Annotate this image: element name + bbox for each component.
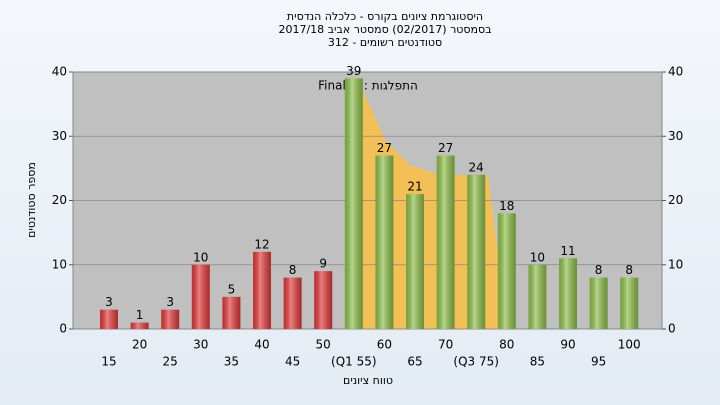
bar-shading bbox=[100, 309, 118, 329]
bar-shading bbox=[436, 155, 455, 329]
bar-shading bbox=[314, 271, 333, 329]
y-axis-label: מספר סטודנטים bbox=[25, 162, 38, 238]
x-tick-label: 65 bbox=[407, 355, 422, 369]
annotation: Final_A : התפלגות bbox=[318, 79, 418, 93]
bar-shading bbox=[253, 251, 271, 329]
data-label: 5 bbox=[228, 282, 236, 296]
data-label: 27 bbox=[438, 141, 453, 155]
bar-shading bbox=[222, 296, 241, 329]
x-axis-label: טווח ציונים bbox=[343, 374, 393, 387]
bar-shading bbox=[559, 258, 577, 329]
bar-shading bbox=[344, 78, 363, 329]
data-label: 18 bbox=[499, 199, 514, 213]
bar-shading bbox=[283, 277, 302, 329]
data-label: 27 bbox=[377, 141, 392, 155]
data-label: 3 bbox=[166, 295, 174, 309]
x-tick-label: 85 bbox=[530, 355, 545, 369]
data-label: 39 bbox=[346, 64, 361, 78]
y-tick-label: 10 bbox=[52, 257, 67, 271]
chart-subtitle: בסמסטר (02/2017) סמסטר אביב 2017/18 bbox=[278, 23, 491, 36]
x-tick-label: 60 bbox=[377, 338, 392, 352]
x-tick-label: (Q3 75) bbox=[453, 355, 499, 369]
x-tick-label: 90 bbox=[560, 338, 575, 352]
y-tick-label: 20 bbox=[52, 193, 67, 207]
data-label: 10 bbox=[530, 250, 545, 264]
data-label: 21 bbox=[407, 180, 422, 194]
x-tick-label: 100 bbox=[618, 338, 641, 352]
chart-title: היסטוגרמת ציונים בקורס - כלכלה הנדסית bbox=[287, 10, 483, 23]
x-tick-label: 35 bbox=[224, 355, 239, 369]
y2-tick-label: 0 bbox=[668, 322, 676, 336]
bar-shading bbox=[130, 322, 149, 329]
y-tick-label: 30 bbox=[52, 129, 67, 143]
data-label: 3 bbox=[105, 295, 113, 309]
data-label: 8 bbox=[595, 263, 603, 277]
y-tick-label: 40 bbox=[52, 65, 67, 79]
bar-shading bbox=[406, 194, 424, 329]
y2-tick-label: 10 bbox=[668, 257, 683, 271]
y2-tick-label: 40 bbox=[668, 65, 683, 79]
x-tick-label: 70 bbox=[438, 338, 453, 352]
x-tick-label: 80 bbox=[499, 338, 514, 352]
data-label: 11 bbox=[560, 244, 575, 258]
x-tick-label: 25 bbox=[163, 355, 178, 369]
data-label: 1 bbox=[136, 308, 144, 322]
data-label: 8 bbox=[289, 263, 297, 277]
data-label: 12 bbox=[254, 237, 269, 251]
bar-shading bbox=[191, 264, 210, 329]
x-tick-label: 20 bbox=[132, 338, 147, 352]
bar-shading bbox=[375, 155, 394, 329]
y2-tick-label: 20 bbox=[668, 193, 683, 207]
chart-subtitle: סטודנטים רשומים - 312 bbox=[328, 36, 442, 49]
bar-shading bbox=[620, 277, 639, 329]
bar-shading bbox=[589, 277, 608, 329]
x-tick-label: (Q1 55) bbox=[331, 355, 377, 369]
x-tick-label: 15 bbox=[101, 355, 116, 369]
bar-shading bbox=[528, 264, 547, 329]
x-tick-label: 40 bbox=[254, 338, 269, 352]
bar-shading bbox=[161, 309, 180, 329]
bar-shading bbox=[467, 174, 486, 329]
data-label: 10 bbox=[193, 250, 208, 264]
x-tick-label: 95 bbox=[591, 355, 606, 369]
bar-shading bbox=[497, 213, 516, 329]
data-label: 9 bbox=[319, 257, 327, 271]
y2-tick-label: 30 bbox=[668, 129, 683, 143]
data-label: 8 bbox=[625, 263, 633, 277]
x-tick-label: 45 bbox=[285, 355, 300, 369]
data-label: 24 bbox=[469, 160, 484, 174]
y-tick-label: 0 bbox=[59, 322, 67, 336]
x-tick-label: 50 bbox=[316, 338, 331, 352]
x-tick-label: 30 bbox=[193, 338, 208, 352]
